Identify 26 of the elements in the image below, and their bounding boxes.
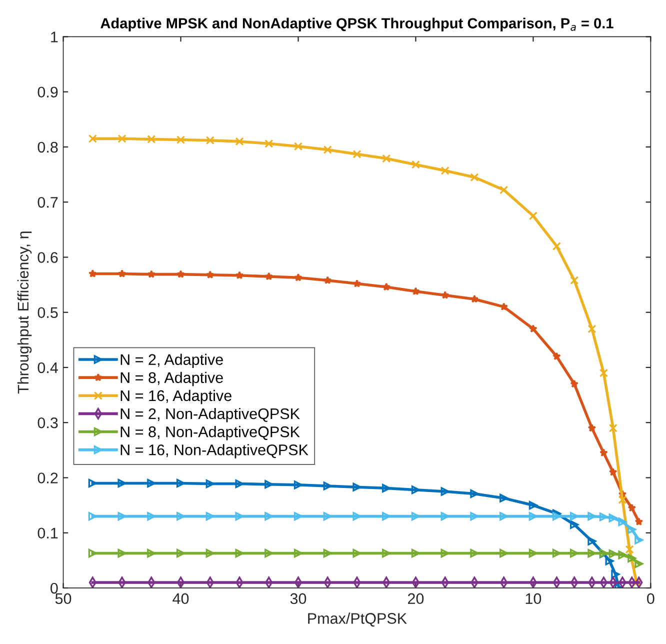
- y-tick-label: 0: [50, 582, 58, 594]
- y-tick-label: 0.3: [38, 417, 58, 428]
- y-tick-label: 1: [51, 32, 58, 42]
- chart-title: Adaptive MPSK and NonAdaptive QPSK Throughput Comparison, P$_{a}$ = 0.1: [100, 18, 614, 32]
- legend-label: N = 2, Adaptive: [120, 354, 223, 368]
- y-tick-label: 0.6: [38, 252, 58, 263]
- x-axis-title: Pmax/PtQPSK: [308, 612, 407, 627]
- y-axis-title: Throughput Efficiency, η: [17, 232, 32, 394]
- y-tick-label: 0.7: [38, 196, 58, 208]
- x-tick-label: 30: [290, 593, 306, 604]
- x-tick-label: 40: [172, 593, 189, 604]
- x-tick-label: 10: [526, 593, 542, 604]
- x-tick-label: 20: [408, 593, 424, 604]
- legend-label: N = 8, Adaptive: [120, 372, 223, 386]
- y-tick-label: 0.2: [38, 472, 58, 484]
- legend-label: N = 16, Adaptive: [120, 390, 232, 404]
- y-tick-label: 0.4: [38, 362, 58, 374]
- y-tick-label: 0.5: [38, 307, 58, 318]
- y-tick-label: 0.9: [38, 86, 58, 98]
- y-tick-label: 0.8: [38, 142, 58, 153]
- legend-label: N = 8, Non-AdaptiveQPSK: [120, 426, 300, 440]
- y-tick-label: 0.1: [38, 528, 58, 539]
- legend-label: N = 16, Non-AdaptiveQPSK: [120, 444, 308, 458]
- x-tick-label: 50: [55, 593, 72, 604]
- x-tick-label: 0: [647, 593, 654, 604]
- legend-label: N = 2, Non-AdaptiveQPSK: [120, 408, 300, 422]
